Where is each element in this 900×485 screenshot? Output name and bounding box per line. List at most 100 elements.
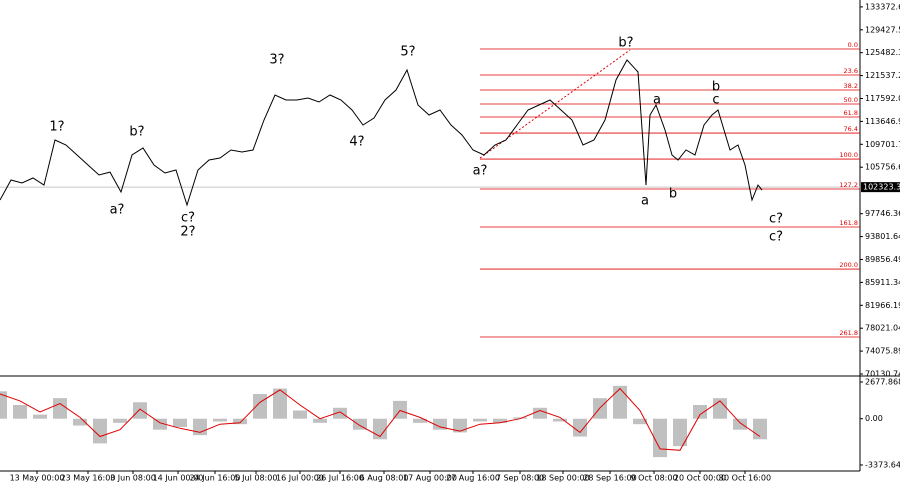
- histogram-bar: [533, 407, 547, 419]
- fib-label: 50.0: [844, 96, 858, 104]
- wave-label: b: [669, 187, 677, 202]
- histogram-bar: [353, 418, 367, 430]
- histogram-bar: [253, 394, 267, 419]
- fib-label: 100.0: [839, 151, 858, 159]
- y-tick-label: 74075.89: [865, 347, 900, 356]
- x-tick-label: 9 Oct 08:00: [630, 474, 677, 483]
- x-tick-label: 7 Sep 08:00: [496, 474, 544, 483]
- histogram-bar: [13, 405, 27, 419]
- x-tick-label: 26 Jul 16:00: [316, 474, 364, 483]
- wave-label: a?: [110, 203, 125, 218]
- histogram-bar: [153, 418, 167, 430]
- wave-label: a: [641, 194, 649, 209]
- fib-label: 76.4: [844, 125, 858, 133]
- y-tick-label: 129427.54: [865, 25, 900, 34]
- fib-label: 61.8: [844, 109, 858, 117]
- histogram-bar: [673, 418, 687, 447]
- x-tick-label: 6 Aug 08:00: [360, 474, 409, 483]
- signal-line: [0, 387, 761, 451]
- wave-label: c?: [769, 212, 783, 227]
- x-tick-label: 24 Jun 16:00: [190, 474, 241, 483]
- last-price-box: [861, 182, 900, 193]
- histogram-bar: [433, 418, 447, 430]
- x-tick-label: 27 Aug 16:00: [446, 474, 500, 483]
- histogram-bar: [133, 402, 147, 419]
- y-tick-label: 93801.64: [865, 232, 900, 241]
- histogram-bar: [213, 418, 227, 422]
- fib-label: 38.2: [844, 82, 858, 90]
- fib-label: 127.2: [839, 181, 858, 189]
- histogram-bar: [33, 414, 47, 419]
- histogram-bar: [573, 418, 587, 437]
- histogram-bar: [473, 418, 487, 422]
- histogram-bar: [73, 418, 87, 426]
- x-tick-label: 18 Sep 00:00: [536, 474, 589, 483]
- x-tick-label: 16 Jul 00:00: [276, 474, 324, 483]
- fib-label: 23.6: [844, 67, 858, 75]
- histogram-bar: [93, 418, 107, 444]
- y-tick-label: 81966.19: [865, 301, 900, 310]
- y-tick-label: 113646.94: [865, 117, 900, 126]
- y-tick-label: 109701.79: [865, 140, 900, 149]
- wave-label: b?: [129, 125, 144, 140]
- histogram-bar: [233, 418, 247, 425]
- wave-label: a: [653, 93, 661, 108]
- histogram-bar: [0, 391, 7, 419]
- wave-label: 5?: [400, 45, 415, 60]
- y-tick-label: 121537.24: [865, 71, 900, 80]
- x-tick-label: 20 Oct 00:00: [674, 474, 726, 483]
- histogram-bar: [653, 418, 667, 458]
- x-tick-label: 13 May 00:00: [10, 474, 65, 483]
- last-price-label: 102323.38: [863, 183, 900, 192]
- wave-label: a?: [473, 164, 488, 179]
- y-tick-label: 85911.34: [865, 278, 900, 287]
- histogram-bar: [733, 418, 747, 430]
- fib-label: 200.0: [839, 261, 858, 269]
- histogram-bar: [453, 418, 467, 433]
- y-tick-label: 0.00: [865, 414, 883, 423]
- histogram-bar: [413, 418, 427, 423]
- histogram-bar: [553, 418, 567, 422]
- histogram-bar: [333, 407, 347, 419]
- histogram-bar: [113, 418, 127, 423]
- y-tick-label: 78021.04: [865, 324, 900, 333]
- y-tick-label: 97746.36: [865, 209, 900, 218]
- y-tick-label: 133372.69: [865, 2, 900, 11]
- x-tick-label: 17 Aug 00:00: [403, 474, 457, 483]
- wave-label: 4?: [349, 135, 364, 150]
- price-line: [0, 59, 763, 207]
- wave-label: 1?: [49, 120, 64, 135]
- histogram-bar: [293, 410, 307, 419]
- histogram-bar: [273, 388, 287, 419]
- x-tick-label: 23 May 16:00: [61, 474, 116, 483]
- y-tick-label: 125482.39: [865, 48, 900, 57]
- x-tick-label: 28 Sep 16:00: [583, 474, 636, 483]
- fib-label: 0.0: [848, 41, 858, 49]
- x-tick-label: 30 Oct 16:00: [719, 474, 771, 483]
- histogram-bar: [313, 418, 327, 423]
- fib-label: 261.8: [839, 329, 858, 337]
- histogram-bar: [613, 385, 627, 419]
- wave-label: 2?: [180, 225, 195, 240]
- y-tick-label: 117592.09: [865, 94, 900, 103]
- y-tick-label: -3373.643: [865, 460, 900, 469]
- x-tick-label: 14 Jun 00:00: [153, 474, 204, 483]
- y-tick-label: 70130.74: [865, 370, 900, 379]
- histogram-bar: [53, 398, 67, 419]
- histogram-bar: [493, 418, 507, 423]
- wave-label: c?: [181, 211, 195, 226]
- fib-label: 161.8: [839, 219, 858, 227]
- y-tick-label: 2677.868: [865, 378, 900, 387]
- histogram-bar: [393, 400, 407, 419]
- histogram-bar: [513, 417, 527, 419]
- histogram-bar: [173, 418, 187, 427]
- wave-label: b?: [618, 36, 633, 51]
- wave-label: 3?: [269, 53, 284, 68]
- wave-label: c: [712, 93, 719, 108]
- x-tick-label: 3 Jun 08:00: [110, 474, 156, 483]
- wave-label: b: [712, 80, 720, 95]
- histogram-bar: [693, 405, 707, 419]
- wave-label: c?: [769, 230, 783, 245]
